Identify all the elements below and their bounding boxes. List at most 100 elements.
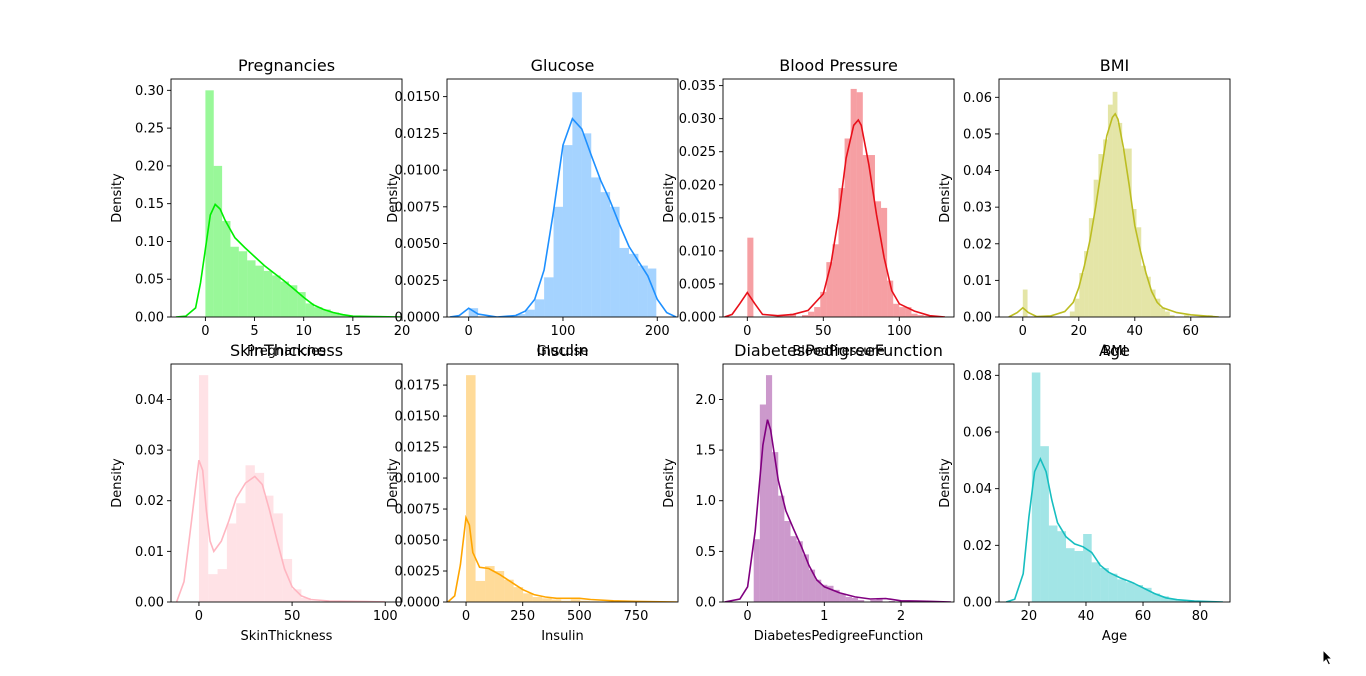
histogram-bar [238,251,248,317]
histogram-bar [827,585,834,602]
histogram-bar [1088,218,1094,317]
x-tick-label: 500 [567,609,592,624]
x-tick-label: 250 [510,609,535,624]
histogram-bar [839,593,846,602]
x-tick-label: 60 [1183,324,1200,339]
histogram-bars [753,375,934,602]
x-tick-label: 750 [624,609,649,624]
histogram-bar [1184,315,1189,317]
y-axis-label: Density [110,458,125,508]
x-tick-label: 80 [1192,609,1209,624]
histogram-bar [826,262,833,317]
x-axis-label: Pregnancies [247,344,326,359]
y-tick-label: 0.0100 [395,164,441,179]
y-tick-label: 0.020 [679,178,716,193]
histogram-bar [205,90,214,317]
histogram-bar [887,280,894,317]
histogram-bar [213,165,223,317]
histogram-bar [263,270,273,317]
y-tick-label: 0.025 [679,145,716,160]
histogram-bar [850,88,857,317]
axes-frame [722,78,955,318]
histogram-bar [1022,289,1028,317]
y-axis-label: Density [662,173,677,223]
histogram-bar [1057,531,1067,602]
histogram-bar [899,307,906,317]
histogram-bar [247,260,256,317]
histogram-bar [534,299,545,317]
histogram-bar [339,314,348,317]
y-tick-label: 0.0050 [395,237,441,252]
histogram-bars [1022,91,1213,317]
x-tick-label: 60 [1135,609,1152,624]
histogram-bars [466,375,666,602]
histogram-bar [759,404,766,602]
histogram-bar [833,589,840,602]
histogram-bar [802,315,809,317]
kde-line [1008,112,1219,317]
y-tick-label: 0.0000 [395,596,441,611]
histogram-bar [783,315,790,317]
x-tick-label: 40 [1127,324,1144,339]
x-axis-label: BloodPressure [792,344,884,359]
histogram-bar [870,599,877,602]
histogram-bar [610,206,620,317]
histogram-bars [468,92,657,317]
histogram-bar [292,589,302,602]
panel-5: 0 250 500 750 0.0000 0.0025 0.0050 0.0075 0.0100… [386,341,679,644]
histogram-bar [917,315,924,317]
axes-frame [170,78,403,318]
histogram-bar [1069,311,1075,317]
y-axis-label: Density [938,458,953,508]
histogram-bar [876,597,883,602]
histogram-bar [802,554,809,602]
histogram-bar [314,307,323,317]
x-tick-label: 0 [743,324,751,339]
y-tick-label: 0.0125 [395,441,441,456]
histogram-bar [515,314,526,317]
y-axis-label: Density [110,173,125,223]
histogram-bar [230,246,239,317]
histogram-bar [208,574,218,602]
histogram-bar [523,593,533,602]
panel-7: 20 40 60 80 0.00 0.02 0.04 0.06 0.08 Age Age Densit… [938,341,1231,644]
histogram-bar [1169,315,1175,317]
histogram-bar [468,308,479,317]
histogram-bar [1079,273,1085,317]
histogram-bar [236,503,246,602]
histogram-bar [1150,289,1156,317]
histogram-bar [1155,298,1161,317]
panel-2: 0 50 100 0.000 0.005 0.010 0.015 0.020 0.025 0.03… [662,56,955,359]
histogram-bar [881,207,888,317]
x-axis-label: SkinThickness [241,629,333,644]
histogram-bar [255,265,264,317]
x-tick-label: 5 [250,324,258,339]
histogram-bar [330,312,340,317]
x-tick-label: 10 [295,324,312,339]
histogram-bar [217,569,227,602]
y-tick-label: 0.10 [135,235,164,250]
histogram-bar [772,452,779,602]
histogram-bar [1103,139,1108,317]
y-tick-label: 0.02 [135,494,164,509]
histogram-bar [273,513,283,602]
y-axis-label: Density [662,458,677,508]
histogram-bar [1122,148,1127,317]
y-tick-label: 0.00 [963,311,992,326]
histogram-bar [851,597,859,602]
histogram-bar [282,558,293,602]
histogram-bar [1165,311,1170,317]
histogram-bar [1112,91,1118,317]
x-tick-label: 0 [195,609,203,624]
x-axis-label: BMI [1103,344,1127,359]
y-tick-label: 0.0000 [395,311,441,326]
histogram-bar [1083,534,1092,602]
histogram-bar [1091,562,1101,602]
x-axis-label: Glucose [537,344,589,359]
axes-frame [722,363,955,603]
x-tick-label: 20 [394,324,411,339]
y-tick-label: 0.01 [135,545,164,560]
kde-line [724,118,945,317]
y-tick-label: 0.15 [135,197,164,212]
